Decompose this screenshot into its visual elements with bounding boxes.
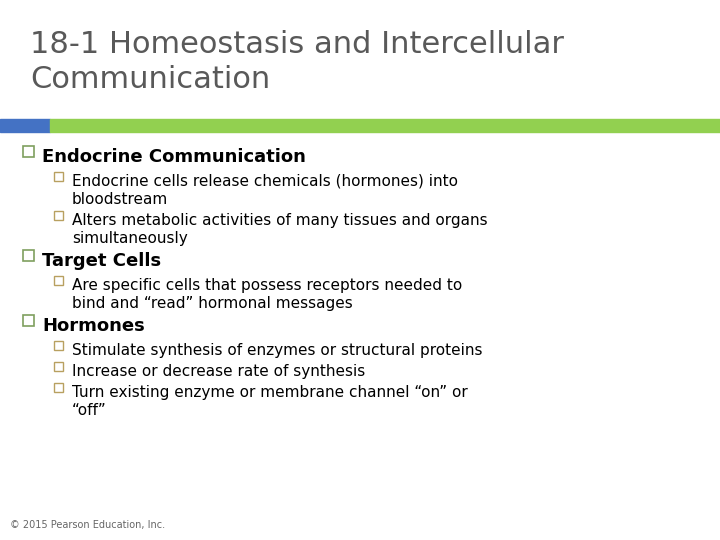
Text: Target Cells: Target Cells [42, 252, 161, 270]
Text: Alters metabolic activities of many tissues and organs
simultaneously: Alters metabolic activities of many tiss… [72, 213, 487, 246]
Text: Turn existing enzyme or membrane channel “on” or
“off”: Turn existing enzyme or membrane channel… [72, 385, 468, 418]
Text: Communication: Communication [30, 65, 270, 94]
Text: 18-1 Homeostasis and Intercellular: 18-1 Homeostasis and Intercellular [30, 30, 564, 59]
Text: Stimulate synthesis of enzymes or structural proteins: Stimulate synthesis of enzymes or struct… [72, 343, 482, 358]
Text: © 2015 Pearson Education, Inc.: © 2015 Pearson Education, Inc. [10, 520, 165, 530]
Bar [53, 341, 63, 349]
Bar [22, 249, 34, 260]
Text: Hormones: Hormones [42, 317, 145, 335]
Bar [50, 119, 720, 132]
Bar [22, 314, 34, 326]
Bar [0, 119, 50, 132]
Text: Endocrine Communication: Endocrine Communication [42, 148, 306, 166]
Text: Endocrine cells release chemicals (hormones) into
bloodstream: Endocrine cells release chemicals (hormo… [72, 174, 458, 207]
Bar [22, 145, 34, 157]
Bar [53, 172, 63, 180]
Bar [53, 211, 63, 219]
Bar [53, 382, 63, 392]
Text: Increase or decrease rate of synthesis: Increase or decrease rate of synthesis [72, 364, 365, 379]
Bar [53, 275, 63, 285]
Text: Are specific cells that possess receptors needed to
bind and “read” hormonal mes: Are specific cells that possess receptor… [72, 278, 462, 311]
Bar [53, 361, 63, 370]
